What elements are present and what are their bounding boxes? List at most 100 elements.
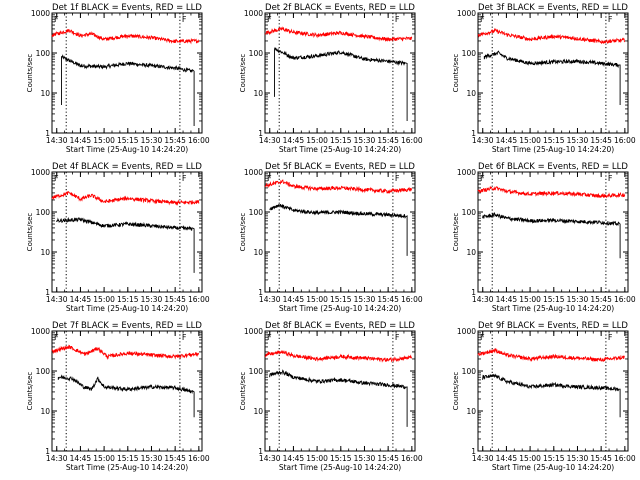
x-tick-label: 14:45 [70, 136, 92, 145]
plot-frame [477, 171, 629, 293]
series-line-events [482, 211, 621, 259]
detector-panel-4: Det 4f BLACK = Events, RED = LLD 1 10 100 10… [26, 162, 210, 313]
y-axis-label: Counts/sec [26, 54, 34, 93]
series-line-events [61, 54, 195, 126]
chart-title: Det 7f BLACK = Events, RED = LLD [52, 321, 202, 331]
x-axis-label: Start Time (25-Aug-10 14:24:20) [279, 463, 401, 472]
chart-title: Det 3f BLACK = Events, RED = LLD [478, 3, 628, 13]
x-tick-label: 14:30 [46, 136, 68, 145]
y-tick-label: 1 [258, 129, 263, 138]
x-tick-label: 15:45 [590, 454, 612, 463]
chart-title: Det 9f BLACK = Events, RED = LLD [478, 321, 628, 331]
x-tick-label: 15:00 [306, 136, 328, 145]
flare-marker: F [182, 174, 187, 183]
chart-title: Det 1f BLACK = Events, RED = LLD [52, 3, 202, 13]
flare-marker: F [54, 174, 59, 183]
x-tick-label: 15:00 [93, 454, 115, 463]
x-tick-label: 14:45 [283, 295, 305, 304]
series-line-events [57, 374, 195, 418]
detector-panel-7: Det 7f BLACK = Events, RED = LLD 1 10 100 10… [26, 321, 210, 472]
y-tick-label: 100 [249, 367, 264, 376]
y-tick-label: 1000 [244, 9, 263, 18]
y-tick-label: 1 [258, 447, 263, 456]
detector-panel-5: Det 5f BLACK = Events, RED = LLD 1 10 100 10… [239, 162, 423, 313]
y-axis-label: Counts/sec [26, 213, 34, 252]
y-tick-label: 10 [466, 89, 476, 98]
y-tick-label: 1000 [457, 168, 476, 177]
x-tick-label: 15:00 [306, 295, 328, 304]
x-axis-label: Start Time (25-Aug-10 14:24:20) [279, 145, 401, 154]
flare-marker: F [395, 174, 400, 183]
plot-frame [477, 12, 629, 134]
x-axis-label: Start Time (25-Aug-10 14:24:20) [492, 304, 614, 313]
x-tick-label: 14:30 [472, 295, 494, 304]
x-tick-label: 15:15 [117, 295, 139, 304]
detector-panel-1: Det 1f BLACK = Events, RED = LLD 1 10 100 10… [26, 3, 210, 154]
x-tick-label: 15:15 [330, 136, 352, 145]
y-tick-label: 1 [45, 129, 50, 138]
flare-marker: F [267, 174, 272, 183]
x-axis-label: Start Time (25-Aug-10 14:24:20) [66, 304, 188, 313]
x-tick-label: 15:45 [590, 295, 612, 304]
plot-frame [51, 171, 203, 293]
flare-marker: F [480, 15, 485, 24]
x-tick-label: 14:45 [496, 136, 518, 145]
series-line-lld [264, 179, 413, 194]
y-tick-label: 10 [466, 407, 476, 416]
series-line-events [274, 47, 408, 121]
flare-marker: F [480, 333, 485, 342]
detector-panel-8: Det 8f BLACK = Events, RED = LLD 1 10 100 10… [239, 321, 423, 472]
series-line-lld [264, 26, 413, 42]
flare-marker: F [395, 333, 400, 342]
detector-panel-3: Det 3f BLACK = Events, RED = LLD 1 10 100 10… [452, 3, 636, 154]
detector-panel-9: Det 9f BLACK = Events, RED = LLD 1 10 100 10… [452, 321, 636, 472]
flare-marker: F [480, 174, 485, 183]
series-line-events [482, 373, 621, 418]
series-line-events [56, 216, 195, 273]
x-tick-label: 15:00 [306, 454, 328, 463]
y-tick-label: 10 [253, 407, 263, 416]
series-line-events [269, 369, 408, 427]
x-tick-label: 14:30 [472, 136, 494, 145]
chart-title: Det 6f BLACK = Events, RED = LLD [478, 162, 628, 172]
flare-marker: F [608, 333, 613, 342]
chart-title: Det 2f BLACK = Events, RED = LLD [265, 3, 415, 13]
series-line-lld [477, 348, 625, 363]
series-line-lld [264, 350, 413, 363]
y-tick-label: 1000 [31, 168, 50, 177]
x-tick-label: 15:00 [519, 295, 541, 304]
x-tick-label: 15:15 [543, 454, 565, 463]
x-tick-label: 14:30 [46, 454, 68, 463]
x-tick-label: 16:00 [401, 454, 423, 463]
x-tick-label: 15:45 [377, 295, 399, 304]
series-line-lld [477, 185, 626, 199]
y-tick-label: 100 [462, 49, 477, 58]
y-tick-label: 1 [45, 447, 50, 456]
x-tick-label: 15:00 [519, 454, 541, 463]
plot-frame [477, 330, 629, 452]
y-tick-label: 100 [462, 208, 477, 217]
x-tick-label: 15:30 [567, 454, 589, 463]
y-tick-label: 10 [466, 248, 476, 257]
y-tick-label: 100 [249, 49, 264, 58]
series-line-lld [477, 27, 626, 45]
detector-panel-2: Det 2f BLACK = Events, RED = LLD 1 10 100 10… [239, 3, 423, 154]
flare-marker: F [608, 15, 613, 24]
y-tick-label: 1 [471, 129, 476, 138]
x-tick-label: 16:00 [614, 295, 636, 304]
x-tick-label: 14:30 [46, 295, 68, 304]
x-tick-label: 15:45 [377, 136, 399, 145]
chart-title: Det 4f BLACK = Events, RED = LLD [52, 162, 202, 172]
x-tick-label: 15:30 [354, 136, 376, 145]
y-tick-label: 100 [462, 367, 477, 376]
x-tick-label: 15:30 [141, 136, 163, 145]
x-axis-label: Start Time (25-Aug-10 14:24:20) [66, 463, 188, 472]
y-tick-label: 1 [471, 288, 476, 297]
x-axis-label: Start Time (25-Aug-10 14:24:20) [66, 145, 188, 154]
plot-frame [51, 12, 203, 134]
flare-marker: F [608, 174, 613, 183]
flare-marker: F [395, 15, 400, 24]
x-tick-label: 15:30 [354, 295, 376, 304]
y-axis-label: Counts/sec [452, 372, 460, 411]
x-tick-label: 15:00 [519, 136, 541, 145]
